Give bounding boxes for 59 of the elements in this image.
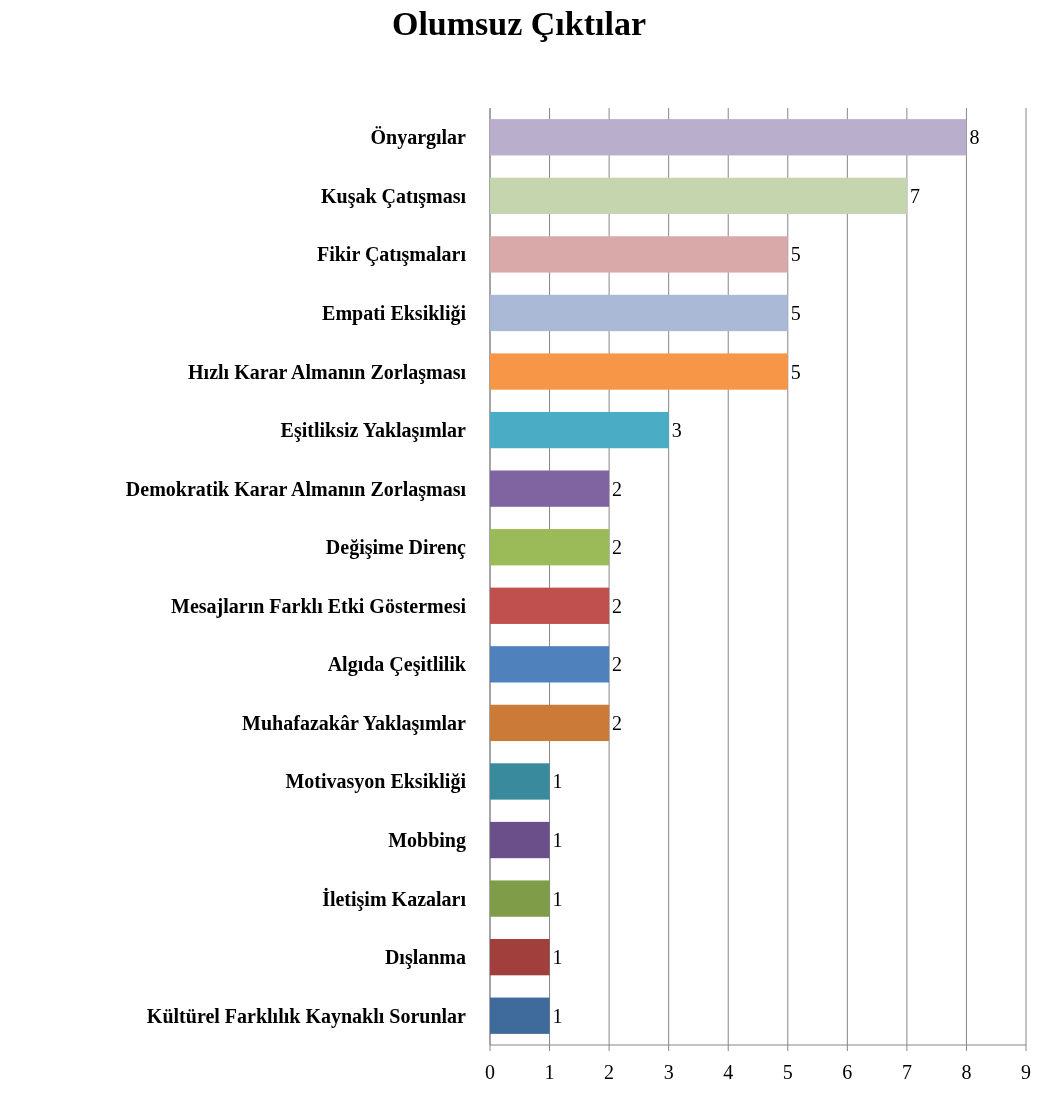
x-tick-label: 6 [842, 1061, 853, 1083]
bar [490, 177, 907, 214]
bar [490, 646, 610, 683]
data-label: 1 [552, 770, 563, 793]
y-tick-label: Fikir Çatışmaları [316, 243, 467, 267]
bar [490, 880, 550, 917]
bar [490, 119, 967, 156]
data-label: 3 [671, 419, 682, 442]
x-tick-label: 7 [901, 1061, 912, 1083]
data-label: 8 [969, 126, 980, 149]
data-label: 7 [909, 184, 920, 207]
y-tick-label: Dışlanma [384, 946, 466, 970]
y-tick-label: Kültürel Farklılık Kaynaklı Sorunlar [146, 1004, 467, 1028]
y-tick-label: Kuşak Çatışması [320, 184, 467, 208]
bar [490, 529, 610, 566]
x-tick-label: 3 [663, 1061, 674, 1083]
data-label: 5 [790, 301, 801, 324]
y-tick-label: Değişime Direnç [325, 536, 467, 560]
x-tick-label: 1 [544, 1061, 555, 1083]
y-tick-label: İletişim Kazaları [322, 886, 467, 911]
bar [490, 763, 550, 800]
x-tick-label: 4 [723, 1061, 734, 1083]
y-tick-label: Algıda Çeşitlilik [327, 653, 467, 677]
y-tick-label: Empati Eksikliği [322, 301, 467, 325]
y-tick-label: Hızlı Karar Almanın Zorlaşması [188, 360, 467, 384]
x-tick-label: 9 [1021, 1061, 1031, 1083]
bar [490, 236, 788, 273]
x-tick-label: 0 [485, 1061, 495, 1083]
bar [490, 939, 550, 976]
data-label: 2 [612, 653, 623, 676]
data-label: 1 [552, 887, 563, 910]
data-label: 5 [790, 243, 801, 266]
y-tick-label: Eşitliksiz Yaklaşımlar [280, 419, 467, 443]
data-label: 5 [790, 360, 801, 383]
data-label: 1 [552, 829, 563, 852]
bar [490, 470, 610, 507]
x-tick-label: 8 [961, 1061, 972, 1083]
x-tick-label: 5 [782, 1061, 793, 1083]
data-label: 2 [612, 477, 623, 500]
y-tick-label: Mesajların Farklı Etki Göstermesi [171, 594, 467, 618]
x-tick-label: 2 [604, 1061, 615, 1083]
y-tick-label: Demokratik Karar Almanın Zorlaşması [125, 477, 467, 501]
bar [490, 821, 550, 859]
chart-title: Olumsuz Çıktılar [391, 5, 647, 42]
data-label: 2 [612, 594, 623, 617]
y-tick-label: Motivasyon Eksikliği [285, 770, 467, 794]
bar [490, 997, 550, 1034]
y-tick-label: Muhafazakâr Yaklaşımlar [242, 711, 467, 735]
bar [490, 587, 610, 624]
data-label: 1 [552, 946, 563, 969]
bar [490, 294, 788, 332]
data-label: 2 [612, 711, 623, 734]
data-label: 2 [612, 536, 623, 559]
y-tick-label: Mobbing [388, 829, 466, 853]
bar [490, 353, 788, 390]
data-label: 1 [552, 1004, 563, 1027]
bar [490, 704, 610, 742]
bar [490, 411, 669, 449]
y-tick-label: Önyargılar [370, 126, 467, 150]
